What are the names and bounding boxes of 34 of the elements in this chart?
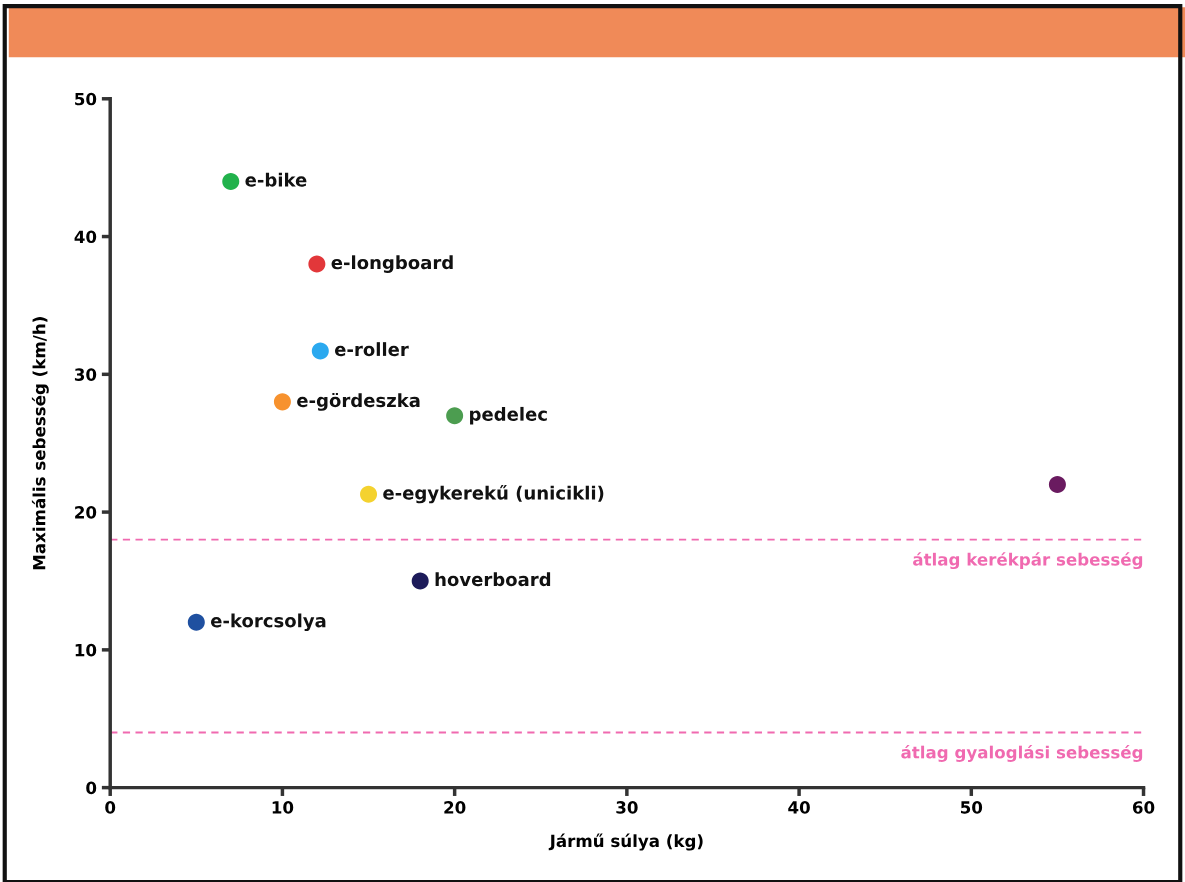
point — [273, 393, 291, 411]
y-tick-label: 40 — [74, 230, 97, 244]
point — [222, 172, 240, 190]
x-axis-title: Jármű súlya (kg) — [548, 833, 703, 851]
point — [446, 407, 464, 425]
series-label: e-korcsolya — [210, 613, 326, 632]
ref-line-label: átlag gyaloglási sebesség — [901, 745, 1143, 762]
x-tick-label: 10 — [272, 801, 294, 814]
point — [411, 572, 429, 590]
point — [308, 255, 326, 273]
point — [187, 613, 205, 631]
series-label: pedelec — [470, 406, 547, 425]
x-tick-label: 30 — [616, 801, 638, 814]
series-label: e-longboard — [331, 255, 453, 273]
point — [311, 342, 329, 360]
series-label: e-bike — [245, 172, 307, 187]
series-label: e-roller — [334, 342, 409, 357]
x-tick-label: 50 — [961, 801, 983, 814]
x-tick-label: 0 — [105, 801, 116, 814]
x-tick-label: 60 — [1132, 801, 1155, 814]
x-tick-label: 40 — [788, 801, 810, 814]
y-tick-label: 50 — [75, 92, 97, 106]
x-tick-label: 20 — [444, 801, 466, 814]
series-label: e-egykerekű (unicikli) — [383, 485, 604, 504]
y-tick-label: 10 — [75, 643, 97, 657]
y-axis-title: Maximális sebesség (km/h) — [31, 317, 49, 570]
series-label: e-gördeszka — [297, 392, 420, 411]
point — [360, 485, 378, 503]
point — [1048, 476, 1066, 494]
y-tick-label: 20 — [75, 506, 97, 519]
ref-line-label: átlag kerékpár sebesség — [913, 552, 1143, 570]
y-tick-label: 0 — [86, 781, 97, 795]
series-label: hoverboard — [435, 572, 551, 587]
y-tick-label: 30 — [74, 368, 97, 381]
